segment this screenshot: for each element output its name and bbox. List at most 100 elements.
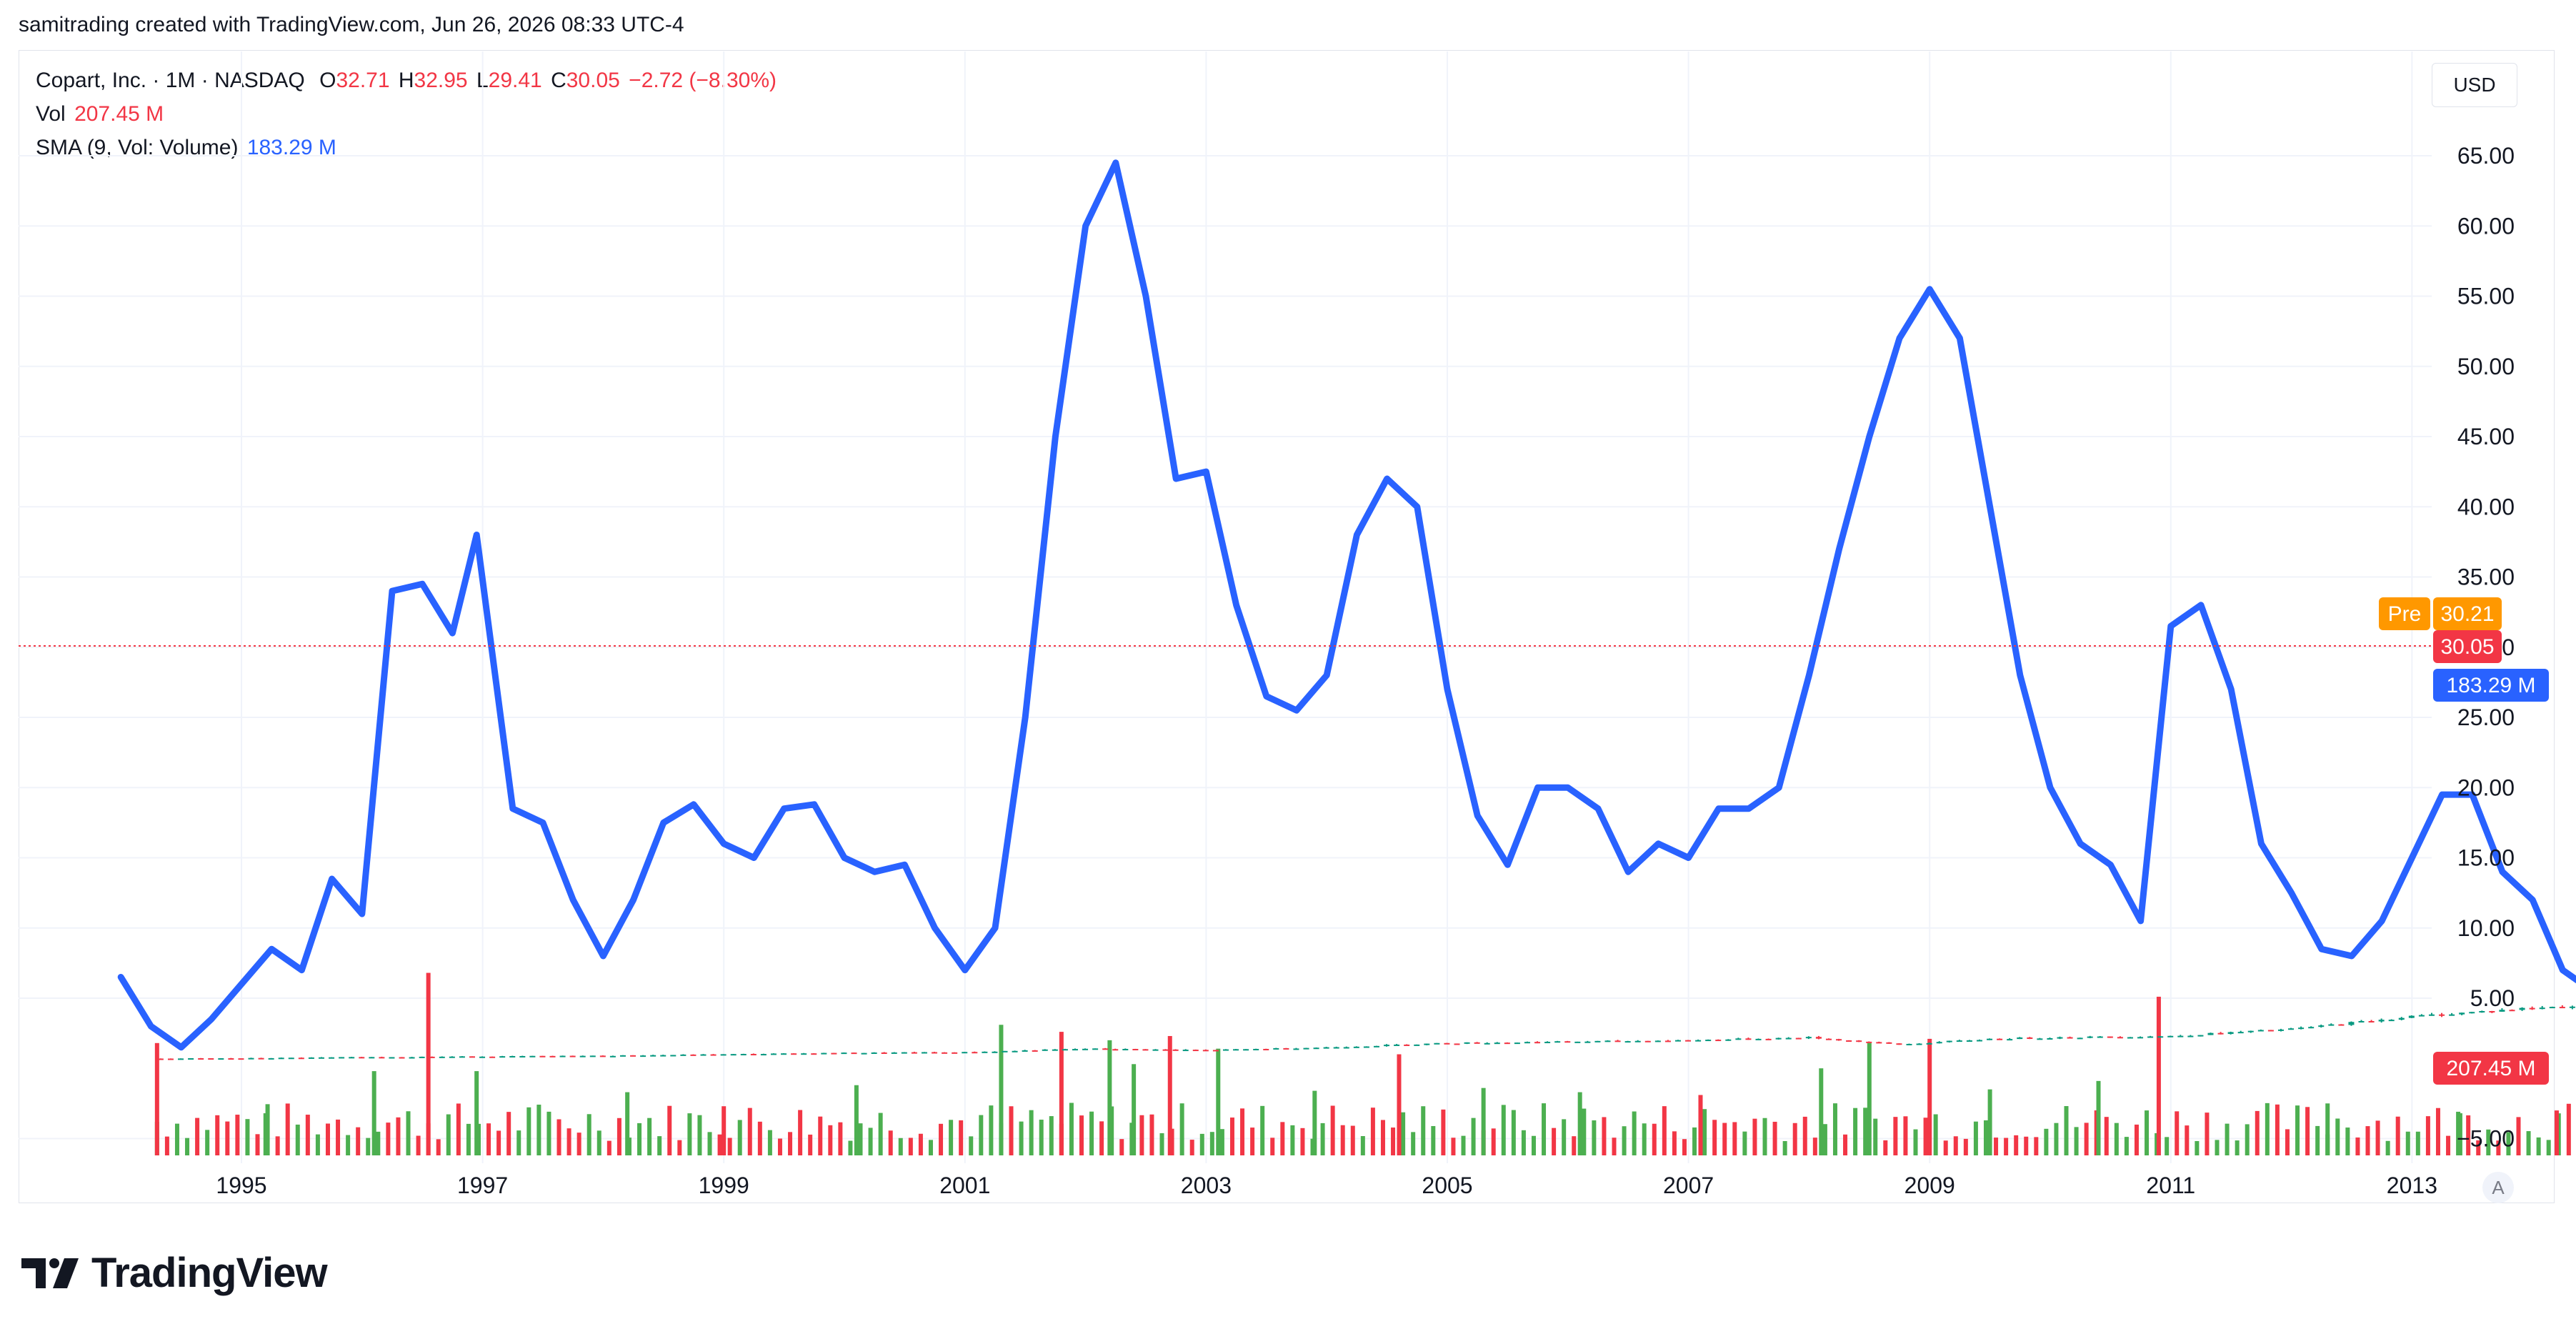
currency-button[interactable]: USD — [2432, 63, 2517, 107]
candle-body-182 — [1987, 1038, 1993, 1040]
symbol-legend[interactable]: Copart, Inc. · 1M · NASDAQ O32.71 H32.95… — [36, 69, 779, 93]
volume-bar-102 — [1179, 1103, 1184, 1155]
volume-bar-109 — [1250, 1128, 1255, 1155]
candle-body-80 — [962, 1052, 968, 1054]
pre-label-box — [2379, 597, 2430, 630]
candle-body-150 — [1664, 1040, 1671, 1042]
symbol-name[interactable]: Copart, Inc. · 1M · NASDAQ — [36, 69, 305, 92]
volume-bar-206 — [2225, 1123, 2230, 1155]
candle-body-196 — [2127, 1037, 2133, 1039]
candle-body-222 — [2388, 1020, 2395, 1022]
candle-body-240 — [2569, 1006, 2575, 1008]
volume-bar-189 — [2054, 1123, 2059, 1155]
volume-bar-174 — [1903, 1116, 1908, 1155]
candle-body-89 — [1052, 1049, 1058, 1051]
candle-body-147 — [1634, 1040, 1641, 1042]
volume-bar-122 — [1380, 1120, 1385, 1155]
candle-body-187 — [2037, 1038, 2043, 1040]
candle-body-202 — [2187, 1035, 2194, 1037]
volume-bar-46 — [616, 1118, 621, 1155]
y-tick-9: 20.00 — [2457, 775, 2515, 800]
y-tick-2: 55.00 — [2457, 284, 2515, 309]
volume-bar-18 — [336, 1119, 341, 1155]
volume-bar-62 — [777, 1138, 782, 1155]
volume-bar-71 — [868, 1128, 873, 1155]
candle-body-181 — [1976, 1040, 1982, 1042]
candle-body-49 — [650, 1055, 657, 1057]
tradingview-logo[interactable]: TradingView — [21, 1249, 328, 1297]
close-label: C — [551, 69, 566, 92]
x-axis[interactable]: 1995 1997 1999 2001 2003 2005 2007 2009 2011 2013… — [216, 1173, 2576, 1198]
volume-bar-19 — [346, 1135, 351, 1155]
volume-bar-156 — [1722, 1123, 1727, 1155]
candle-body-60 — [760, 1054, 767, 1056]
candle-body-47 — [630, 1055, 636, 1057]
volume-bar-119 — [1350, 1125, 1355, 1155]
candle-body-17 — [329, 1057, 335, 1059]
volume-bar-69 — [848, 1140, 853, 1155]
volume-bar-151 — [1672, 1131, 1677, 1155]
pre-market-badge: Pre 30.21 — [2379, 597, 2502, 630]
candle-body-229 — [2459, 1012, 2465, 1015]
x-tick-1: 1997 — [457, 1173, 508, 1198]
volume-bar-196 — [2124, 1137, 2129, 1155]
candle-body-148 — [1644, 1040, 1651, 1042]
volume-bar-34 — [496, 1130, 501, 1155]
candle-body-201 — [2177, 1035, 2184, 1037]
volume-bar-210 — [2265, 1102, 2270, 1155]
candle-body-34 — [499, 1056, 506, 1058]
candle-body-127 — [1434, 1042, 1440, 1045]
volume-spike-9 — [1059, 1032, 1064, 1155]
volume-label[interactable]: Vol — [36, 102, 66, 126]
volume-bar-51 — [667, 1105, 672, 1155]
y-tick-10: 15.00 — [2457, 845, 2515, 871]
candle-body-8 — [238, 1058, 244, 1060]
volume-bar-179 — [1953, 1136, 1958, 1155]
volume-bar-188 — [2044, 1128, 2049, 1155]
candle-body-100 — [1162, 1049, 1169, 1051]
candle-body-21 — [369, 1057, 375, 1059]
volume-bar-158 — [1742, 1131, 1747, 1155]
candle-body-192 — [2087, 1036, 2093, 1038]
high-value: 32.95 — [414, 69, 468, 92]
volume-bar-15 — [305, 1115, 310, 1155]
auto-scale-button[interactable]: A — [2482, 1172, 2514, 1203]
volume-bar-138 — [1542, 1103, 1547, 1155]
volume-bar-144 — [1602, 1117, 1607, 1155]
volume-bar-30 — [456, 1103, 461, 1155]
volume-bar-140 — [1562, 1119, 1567, 1155]
y-tick-12: 5.00 — [2470, 985, 2515, 1011]
volume-bar-79 — [949, 1120, 954, 1155]
volume-bar-192 — [2084, 1123, 2089, 1155]
candle-body-114 — [1303, 1047, 1309, 1050]
candle-body-163 — [1795, 1037, 1802, 1040]
candle-body-25 — [409, 1057, 415, 1059]
volume-bar-87 — [1029, 1110, 1034, 1155]
candle-body-180 — [1966, 1040, 1972, 1042]
volume-legend[interactable]: Vol 207.45 M — [36, 102, 166, 126]
candle-body-179 — [1956, 1040, 1962, 1042]
candle-body-198 — [2147, 1036, 2154, 1038]
volume-bar-116 — [1320, 1123, 1325, 1155]
candle-body-149 — [1654, 1040, 1661, 1042]
candle-body-111 — [1273, 1047, 1279, 1050]
volume-bar-173 — [1893, 1117, 1898, 1155]
volume-bar-217 — [2335, 1118, 2340, 1155]
volume-bar-35 — [506, 1112, 511, 1155]
chart-frame — [19, 50, 2555, 1203]
candle-body-31 — [469, 1056, 475, 1058]
y-tick-5: 40.00 — [2457, 494, 2515, 519]
volume-bar-2 — [174, 1123, 179, 1155]
volume-bar-147 — [1632, 1111, 1637, 1155]
volume-bar-203 — [2195, 1140, 2200, 1155]
candle-body-238 — [2549, 1007, 2555, 1009]
candle-body-109 — [1253, 1048, 1259, 1050]
volume-bar-150 — [1662, 1106, 1667, 1155]
volume-bar-8 — [235, 1115, 240, 1155]
volume-value: 207.45 M — [74, 102, 164, 126]
volume-bar-232 — [2486, 1129, 2491, 1155]
volume-bar-96 — [1119, 1139, 1124, 1155]
candle-body-112 — [1283, 1047, 1289, 1050]
volume-bar-149 — [1652, 1123, 1657, 1155]
